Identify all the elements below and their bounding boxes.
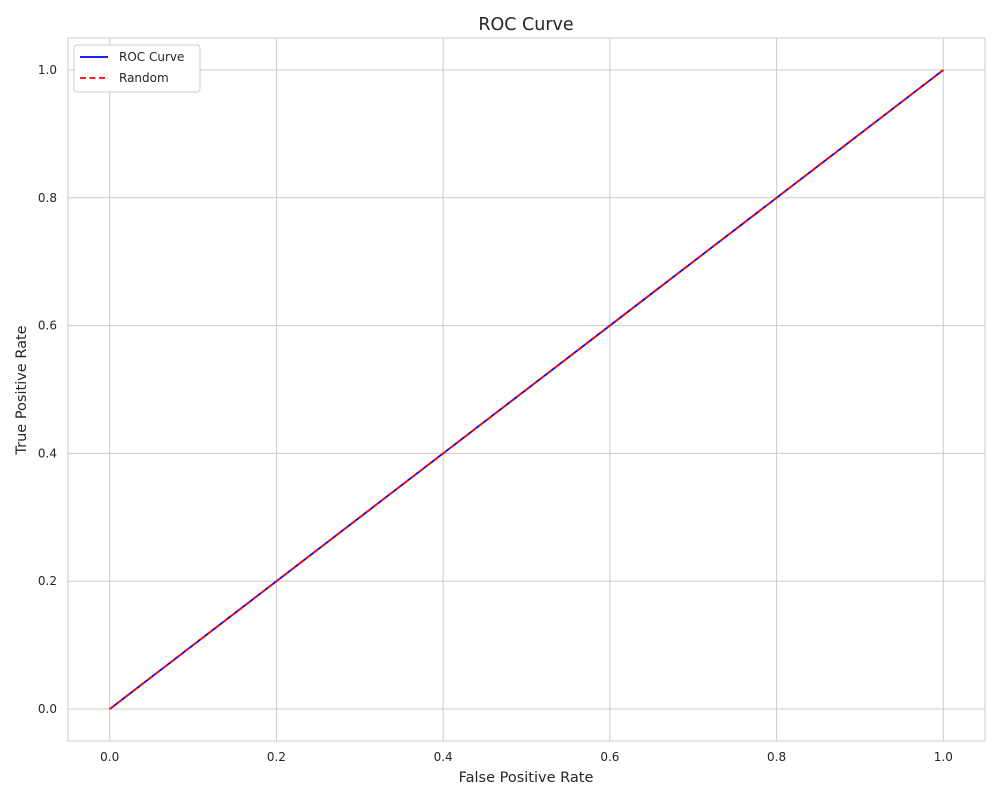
x-tick-labels: 0.0 0.2 0.4 0.6 0.8 1.0 xyxy=(100,750,953,764)
x-tick-label: 0.8 xyxy=(767,750,786,764)
series-line-random xyxy=(109,69,944,710)
plot-border xyxy=(67,37,986,742)
y-tick-label: 1.0 xyxy=(38,63,57,77)
legend-label-random: Random xyxy=(119,71,169,85)
series-layer xyxy=(109,69,944,710)
x-tick-label: 0.4 xyxy=(434,750,453,764)
legend-label-roc-curve: ROC Curve xyxy=(119,50,184,64)
y-axis-label: True Positive Rate xyxy=(14,325,30,455)
y-gridlines xyxy=(68,69,985,710)
y-tick-label: 0.2 xyxy=(38,574,57,588)
y-tick-label: 0.8 xyxy=(38,191,57,205)
y-tick-label: 0.4 xyxy=(38,446,57,460)
y-tick-label: 0.6 xyxy=(38,319,57,333)
x-axis-label: False Positive Rate xyxy=(459,770,594,786)
x-tick-label: 0.6 xyxy=(600,750,619,764)
legend: ROC Curve Random xyxy=(73,44,201,93)
x-tick-label: 0.0 xyxy=(100,750,119,764)
x-tick-label: 1.0 xyxy=(934,750,953,764)
chart-title: ROC Curve xyxy=(478,15,573,35)
y-tick-labels: 0.0 0.2 0.4 0.6 0.8 1.0 xyxy=(38,63,57,716)
x-tick-label: 0.2 xyxy=(267,750,286,764)
y-tick-label: 0.0 xyxy=(38,702,57,716)
x-gridlines xyxy=(109,38,944,741)
